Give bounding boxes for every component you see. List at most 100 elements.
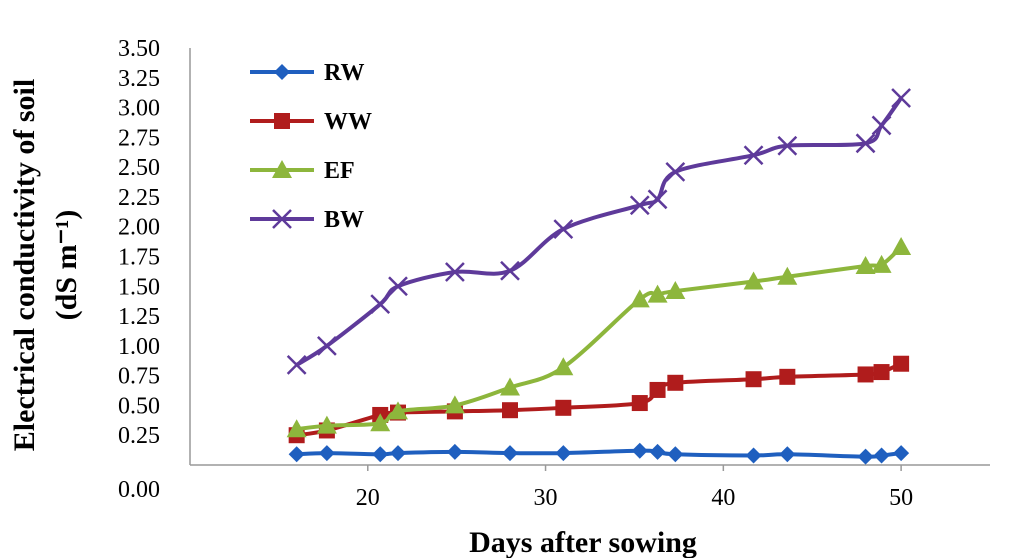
data-point-ww <box>555 399 572 416</box>
y-tick-label: 0.50 <box>118 393 160 419</box>
data-point-ef <box>855 256 876 275</box>
data-point-ef <box>286 419 307 438</box>
series-line-ww <box>296 361 902 438</box>
y-tick-labels: 0.00 0.25 0.50 0.75 1.00 1.25 1.50 1.75 2.00 2.25… <box>118 36 160 503</box>
data-point-ef <box>500 377 520 396</box>
data-point-rw <box>372 446 389 463</box>
data-point-ww <box>745 371 762 388</box>
data-point-bw <box>286 355 307 375</box>
y-axis-title-line2: (dS m⁻¹) <box>50 210 83 321</box>
y-tick-label: 3.25 <box>118 66 160 92</box>
data-point-ww <box>893 355 910 372</box>
data-point-ef <box>871 254 892 273</box>
data-point-bw <box>500 260 520 281</box>
data-point-rw <box>857 448 874 465</box>
y-tick-label: 1.50 <box>118 274 160 300</box>
data-point-ef <box>777 266 798 285</box>
legend-item-ww: WW <box>250 109 372 135</box>
y-axis-title: Electrical conductivity of soil (dS m⁻¹) <box>8 79 83 451</box>
legend-label-bw: BW <box>324 207 364 233</box>
data-point-bw <box>370 294 391 315</box>
data-point-ef <box>370 413 391 432</box>
y-tick-label: 2.25 <box>118 185 160 211</box>
legend-label-rw: RW <box>324 60 365 86</box>
legend-item-bw: BW <box>250 207 364 233</box>
data-point-ww <box>502 402 518 419</box>
x-tick-label: 30 <box>534 485 558 511</box>
y-tick-label: 0.75 <box>118 364 160 390</box>
data-point-rw <box>893 445 910 462</box>
series-ef <box>286 236 912 438</box>
data-point-bw <box>445 262 465 282</box>
y-tick-label: 2.75 <box>118 125 160 151</box>
y-tick-label: 1.75 <box>118 245 160 271</box>
data-point-rw <box>446 443 463 460</box>
series-bw <box>286 88 911 375</box>
data-point-bw <box>777 135 798 156</box>
series-line-bw <box>295 96 903 367</box>
data-point-rw <box>745 447 762 464</box>
data-point-bw <box>891 88 911 108</box>
data-point-rw <box>288 446 305 463</box>
data-point-ef <box>647 284 668 303</box>
data-point-ef <box>743 271 764 290</box>
data-point-rw <box>873 447 890 464</box>
data-point-rw <box>502 445 518 462</box>
legend-label-ww: WW <box>324 109 372 135</box>
data-point-ww <box>649 381 666 398</box>
y-axis-title-line1: Electrical conductivity of soil <box>8 79 41 451</box>
series-ww <box>288 355 910 444</box>
legend-marker-rw <box>274 64 290 80</box>
data-point-bw <box>317 335 337 356</box>
data-point-ww <box>667 374 684 391</box>
y-tick-label: 0.25 <box>118 423 160 449</box>
axes <box>189 48 990 466</box>
legend: RW WW EF BW <box>250 60 372 233</box>
y-tick-label: 3.00 <box>118 96 160 122</box>
data-point-rw <box>631 442 648 459</box>
data-point-bw <box>629 195 650 216</box>
data-point-ef <box>665 281 686 300</box>
data-point-rw <box>318 445 335 462</box>
data-point-ww <box>779 368 796 385</box>
legend-marker-ww <box>274 113 290 129</box>
data-point-ww <box>873 364 890 381</box>
y-tick-label: 1.00 <box>118 334 160 360</box>
series-layer <box>286 88 912 465</box>
y-tick-label: 1.25 <box>118 304 160 330</box>
legend-label-ef: EF <box>324 158 355 184</box>
y-tick-label: 2.50 <box>118 155 160 181</box>
data-point-ww <box>631 395 648 412</box>
data-point-bw <box>647 189 668 210</box>
series-rw <box>288 442 910 465</box>
x-tick-label: 40 <box>711 485 735 511</box>
data-point-rw <box>649 443 666 460</box>
legend-marker-bw <box>272 209 292 229</box>
y-tick-label: 0.00 <box>118 477 160 503</box>
data-point-rw <box>779 446 796 463</box>
legend-marker-ef <box>272 160 292 178</box>
data-point-bw <box>553 219 574 239</box>
y-tick-label: 3.50 <box>118 36 160 62</box>
x-tick-labels: 20 30 40 50 <box>356 465 913 511</box>
data-point-bw <box>871 115 892 136</box>
data-point-ef <box>388 401 408 420</box>
data-point-rw <box>390 445 406 462</box>
legend-item-ef: EF <box>250 158 355 184</box>
data-point-rw <box>667 446 684 463</box>
data-point-ww <box>857 366 874 383</box>
data-point-bw <box>388 276 408 297</box>
data-point-ef <box>553 357 574 376</box>
data-point-ef <box>316 415 337 434</box>
y-tick-label: 2.00 <box>118 215 160 241</box>
data-point-ef <box>444 395 465 414</box>
data-point-bw <box>855 133 876 154</box>
data-point-ef <box>891 236 912 255</box>
data-point-bw <box>665 162 686 182</box>
x-tick-label: 20 <box>356 485 380 511</box>
x-axis-title: Days after sowing <box>469 526 697 558</box>
data-point-bw <box>743 145 764 166</box>
data-point-rw <box>555 445 572 462</box>
data-point-ef <box>629 289 650 308</box>
